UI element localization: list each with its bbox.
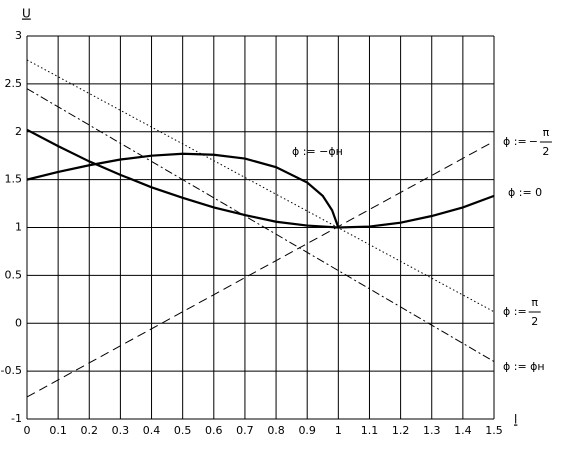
- y-tick-label: 1: [15, 221, 22, 234]
- y-tick-label: -1: [11, 412, 22, 425]
- series-line: [26, 152, 340, 228]
- y-tick-label: 0: [15, 316, 22, 329]
- x-tick-label: 0.8: [267, 424, 285, 437]
- x-tick-label: 0.3: [112, 424, 130, 437]
- x-tick-label: 1.1: [361, 424, 379, 437]
- series-label: ϕ := 0: [508, 186, 542, 199]
- x-tick-label: 0.2: [81, 424, 99, 437]
- x-tick-label: 0.6: [205, 424, 223, 437]
- y-axis-label: U: [22, 7, 31, 21]
- series-label: −: [529, 135, 538, 148]
- series-label: π: [543, 126, 550, 139]
- x-tick-label: 0.7: [236, 424, 254, 437]
- x-tick-label: 1.3: [423, 424, 441, 437]
- y-tick-label: 0.5: [5, 268, 23, 281]
- series-line: [26, 128, 495, 229]
- y-tick-label: 2: [15, 125, 22, 138]
- series-line: [26, 140, 495, 398]
- series-label: ϕ :=: [503, 135, 527, 148]
- x-tick-label: 0.1: [49, 424, 67, 437]
- series-label: ϕ := −ϕн: [292, 145, 343, 158]
- series-label: ϕ := ϕн: [503, 360, 545, 373]
- series-label: ϕ :=: [503, 305, 527, 318]
- series-label: 2: [542, 145, 549, 158]
- y-tick-label: -0.5: [1, 364, 22, 377]
- x-tick-label: 0.9: [298, 424, 316, 437]
- x-tick-label: 1.5: [485, 424, 503, 437]
- x-tick-label: 1: [335, 424, 342, 437]
- x-tick-label: 0: [24, 424, 31, 437]
- x-tick-label: 1.2: [392, 424, 410, 437]
- y-tick-label: 2.5: [5, 77, 23, 90]
- series-label: 2: [531, 315, 538, 328]
- y-tick-label: 1.5: [5, 173, 23, 186]
- series-label: π: [531, 296, 538, 309]
- x-tick-label: 0.5: [174, 424, 192, 437]
- series-line: [26, 88, 495, 362]
- y-tick-label: 3: [15, 29, 22, 42]
- series-line: [26, 59, 495, 313]
- x-axis-label: l: [514, 413, 517, 427]
- x-tick-label: 1.4: [454, 424, 472, 437]
- x-tick-label: 0.4: [143, 424, 161, 437]
